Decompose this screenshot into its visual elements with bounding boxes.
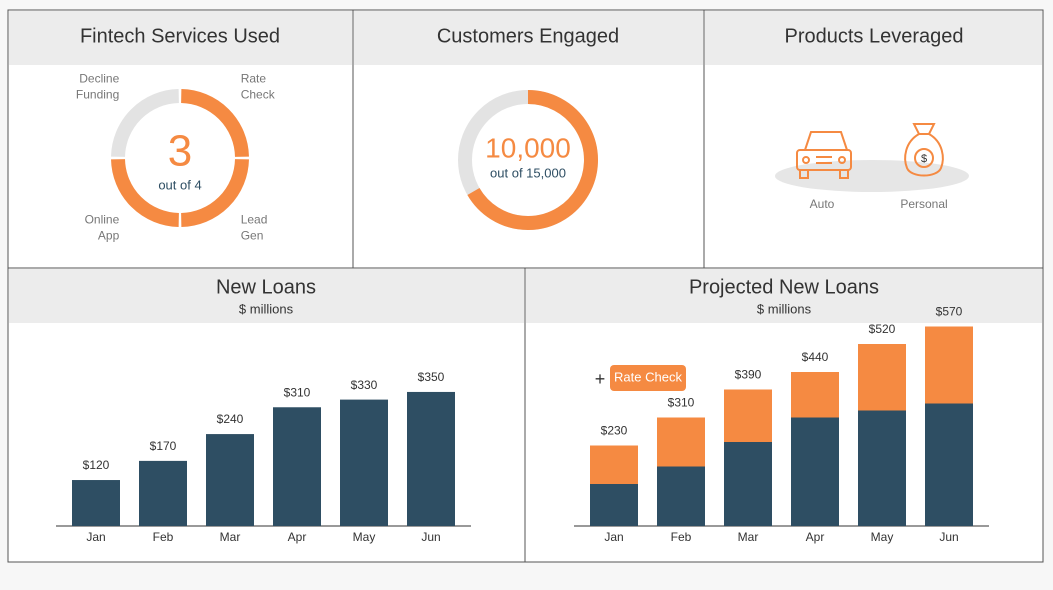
bar bbox=[590, 484, 638, 526]
x-tick-label: Mar bbox=[738, 530, 759, 544]
value-label: $310 bbox=[284, 385, 311, 399]
panel-header bbox=[354, 11, 703, 65]
legend-label: Rate Check bbox=[614, 369, 682, 384]
x-tick-label: Apr bbox=[288, 530, 307, 544]
x-tick-label: Mar bbox=[220, 530, 241, 544]
bar bbox=[590, 445, 638, 484]
bar bbox=[925, 326, 973, 404]
bar bbox=[407, 391, 455, 526]
donut-segment bbox=[180, 158, 249, 227]
panel-header bbox=[9, 11, 352, 65]
panel-header bbox=[705, 11, 1042, 65]
value-label: $350 bbox=[418, 370, 445, 384]
bar bbox=[858, 344, 906, 411]
x-tick-label: Apr bbox=[806, 530, 825, 544]
bag-icon: $ bbox=[904, 123, 944, 177]
shadow bbox=[775, 160, 969, 192]
bar bbox=[858, 410, 906, 526]
bar bbox=[657, 417, 705, 467]
x-tick-label: Feb bbox=[153, 530, 174, 544]
gauge-arc bbox=[467, 90, 598, 230]
center-value: 3 bbox=[168, 127, 192, 176]
x-tick-label: Jun bbox=[939, 530, 958, 544]
bar bbox=[791, 372, 839, 418]
bar bbox=[72, 480, 120, 526]
segment-label: Lead Gen bbox=[241, 213, 268, 243]
bar bbox=[139, 460, 187, 526]
legend-button[interactable] bbox=[610, 365, 686, 391]
bar bbox=[724, 442, 772, 526]
x-tick-label: Jun bbox=[421, 530, 440, 544]
value-label: $440 bbox=[802, 350, 829, 364]
donut-segment bbox=[111, 89, 180, 158]
bar bbox=[340, 399, 388, 526]
x-tick-label: Jan bbox=[604, 530, 623, 544]
value-label: $570 bbox=[936, 305, 963, 319]
value-label: $170 bbox=[150, 439, 177, 453]
car-icon bbox=[796, 131, 852, 179]
center-label: out of 4 bbox=[158, 177, 201, 192]
value-label: $120 bbox=[83, 458, 110, 472]
bar bbox=[925, 403, 973, 526]
donut-segment bbox=[180, 89, 249, 158]
center-label: out of 15,000 bbox=[490, 165, 566, 180]
bar bbox=[791, 417, 839, 526]
panel-title: Projected New Loans bbox=[689, 276, 879, 298]
value-label: $390 bbox=[735, 368, 762, 382]
x-tick-label: May bbox=[353, 530, 376, 544]
legend-plus: + bbox=[595, 369, 606, 389]
x-tick-label: Jan bbox=[86, 530, 105, 544]
panel-title: Customers Engaged bbox=[437, 25, 619, 47]
value-label: $330 bbox=[351, 378, 378, 392]
value-label: $240 bbox=[217, 412, 244, 426]
bar bbox=[206, 434, 254, 526]
value-label: $230 bbox=[601, 424, 628, 438]
donut-segment bbox=[111, 158, 180, 227]
svg-text:$: $ bbox=[921, 153, 927, 165]
product-label: Personal bbox=[900, 197, 947, 211]
bar bbox=[657, 466, 705, 526]
panel-title: New Loans bbox=[216, 276, 316, 298]
segment-label: Online App bbox=[85, 213, 120, 243]
bar bbox=[724, 389, 772, 442]
panel-title: Fintech Services Used bbox=[80, 25, 280, 47]
panel-header bbox=[9, 269, 524, 323]
panel-header bbox=[526, 269, 1042, 323]
x-tick-label: Feb bbox=[671, 530, 692, 544]
panel-subtitle: $ millions bbox=[239, 301, 294, 316]
value-label: $310 bbox=[668, 396, 695, 410]
panel-subtitle: $ millions bbox=[757, 301, 812, 316]
product-label: Auto bbox=[810, 197, 835, 211]
bar bbox=[273, 407, 321, 526]
center-value: 10,000 bbox=[485, 132, 571, 163]
segment-label: Decline Funding bbox=[76, 71, 120, 101]
segment-label: Rate Check bbox=[241, 71, 276, 101]
panel-title: Products Leveraged bbox=[784, 25, 963, 47]
x-tick-label: May bbox=[871, 530, 894, 544]
value-label: $520 bbox=[869, 322, 896, 336]
